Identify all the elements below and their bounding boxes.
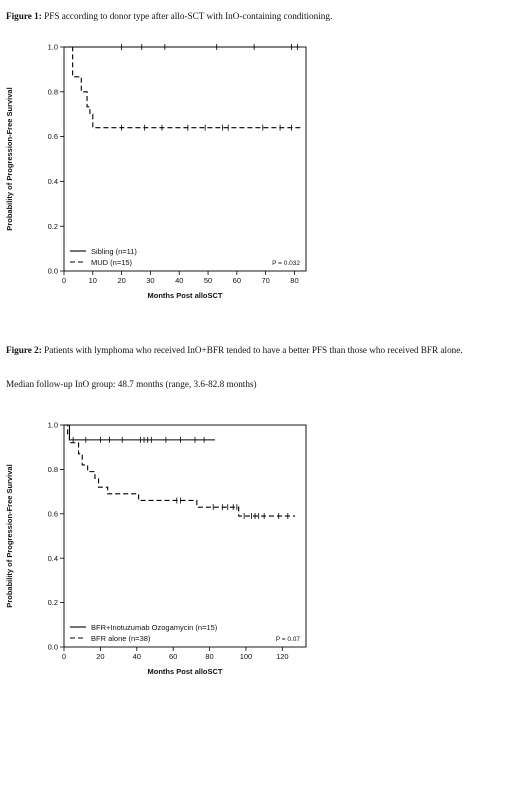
y-tick-label: 0.8: [48, 465, 58, 474]
y-tick-label: 0.8: [48, 87, 58, 96]
figure-1-caption: Figure 1: PFS according to donor type af…: [6, 9, 506, 23]
y-tick-label: 0.6: [48, 509, 58, 518]
x-axis-title: Months Post alloSCT: [148, 667, 223, 676]
x-tick-label: 20: [96, 652, 104, 661]
figure-1-km-chart: 0.0 0.2 0.4 0.6 0.8 1.0 0 10 20 30 40 50 60 70 80 Month…: [5, 43, 307, 300]
legend-label: BFR+Inotuzumab Ozogamycin (n=15): [91, 623, 218, 632]
figure-2-km-chart: 0.0 0.2 0.4 0.6 0.8 1.0 0 20 40 60 80 100 120 Months …: [5, 421, 307, 676]
km-curve-solid: [64, 424, 216, 441]
figure-1-caption-text: PFS according to donor type after allo-S…: [41, 11, 333, 21]
plot-frame: [63, 424, 307, 648]
x-tick-label: 100: [240, 652, 253, 661]
legend-label: Sibling (n=11): [91, 247, 137, 256]
x-tick-label: 0: [62, 276, 66, 285]
figure-1-label: Figure 1:: [6, 11, 42, 21]
x-tick-label: 60: [233, 276, 241, 285]
y-tick-label: 0.4: [48, 177, 58, 186]
y-tick-label: 1.0: [48, 421, 58, 430]
legend-label: MUD (n=15): [91, 258, 133, 267]
figure-2-caption-text: Patients with lymphoma who received InO+…: [41, 345, 463, 355]
x-tick-label: 20: [117, 276, 125, 285]
y-tick-label: 0.2: [48, 222, 58, 231]
x-tick-label: 80: [290, 276, 298, 285]
x-tick-label: 10: [89, 276, 97, 285]
y-tick-label: 0.2: [48, 598, 58, 607]
median-followup-note: Median follow-up InO group: 48.7 months …: [6, 379, 257, 389]
x-tick-label: 70: [261, 276, 269, 285]
x-tick-label: 60: [169, 652, 177, 661]
figure-2-label: Figure 2:: [6, 345, 42, 355]
x-tick-label: 50: [204, 276, 212, 285]
x-tick-label: 40: [133, 652, 141, 661]
x-tick-label: 80: [205, 652, 213, 661]
x-tick-label: 120: [276, 652, 289, 661]
km-curve-dashed: [64, 424, 296, 517]
legend-label: BFR alone (n=38): [91, 634, 151, 643]
p-value-annotation: P = 0.07: [276, 636, 301, 643]
y-tick-label: 0.4: [48, 554, 58, 563]
y-axis-title: Probability of Progression-Free Survival: [5, 464, 14, 607]
km-curve-dashed: [64, 46, 304, 129]
y-tick-label: 0.6: [48, 132, 58, 141]
x-tick-label: 30: [146, 276, 154, 285]
x-axis-title: Months Post alloSCT: [148, 291, 223, 300]
p-value-annotation: P = 0.032: [272, 260, 300, 267]
y-axis-title: Probability of Progression-Free Survival: [5, 87, 14, 230]
y-tick-label: 1.0: [48, 43, 58, 52]
x-tick-label: 40: [175, 276, 183, 285]
y-tick-label: 0.0: [48, 267, 58, 276]
y-tick-label: 0.0: [48, 643, 58, 652]
x-tick-label: 0: [62, 652, 66, 661]
plot-frame: [63, 46, 307, 272]
figure-2-caption: Figure 2: Patients with lymphoma who rec…: [6, 343, 506, 357]
